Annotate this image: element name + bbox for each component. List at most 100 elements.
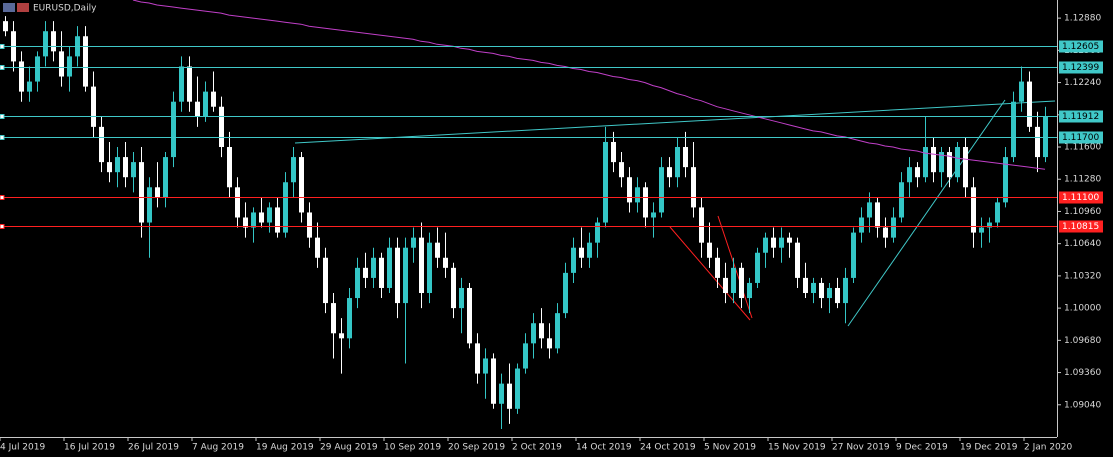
candle-body	[803, 277, 808, 294]
candle-body	[331, 303, 336, 334]
candle-body	[3, 21, 8, 32]
candle-body	[643, 187, 648, 218]
candle-body	[827, 287, 832, 299]
candle-body	[379, 257, 384, 288]
candle-body	[907, 167, 912, 183]
candle-body	[835, 287, 840, 304]
candle-body	[771, 237, 776, 248]
candle-body	[611, 141, 616, 163]
x-tick-label: 4 Jul 2019	[0, 443, 45, 453]
candle-body	[51, 31, 56, 52]
candle-body	[635, 187, 640, 203]
y-tick-label: 1.12240	[1064, 78, 1101, 88]
candle-body	[699, 207, 704, 243]
candle-body	[691, 167, 696, 208]
candle-body	[683, 147, 688, 168]
moving-average	[132, 0, 1046, 170]
candle-body	[931, 147, 936, 173]
candle-body	[755, 252, 760, 283]
x-tick-label: 2 Oct 2019	[512, 443, 562, 453]
y-tick-label: 1.10960	[1064, 207, 1101, 217]
candle-body	[147, 187, 152, 223]
candle-body	[675, 147, 680, 178]
candle-body	[595, 222, 600, 243]
x-tick-label: 19 Dec 2019	[960, 443, 1018, 453]
candle-body	[91, 86, 96, 127]
candle-body	[795, 242, 800, 278]
level-marker	[0, 195, 5, 200]
candle-body	[627, 177, 632, 203]
x-tick-label: 5 Nov 2019	[704, 443, 756, 453]
candle-body	[507, 383, 512, 409]
candle-body	[307, 212, 312, 238]
candle-body	[819, 282, 824, 299]
candle-body	[563, 272, 568, 314]
candle-body	[355, 267, 360, 299]
candle-body	[275, 207, 280, 233]
candle-body	[1003, 157, 1008, 203]
level-label-box	[1059, 191, 1103, 204]
candle-body	[859, 217, 864, 233]
candle-body	[1035, 126, 1040, 158]
candle-body	[139, 162, 144, 223]
candle-body	[43, 31, 48, 57]
symbol-icon	[17, 3, 29, 12]
candle-body	[547, 338, 552, 349]
y-tick-label: 1.10640	[1064, 239, 1101, 249]
trend-line	[669, 226, 751, 321]
candle-body	[995, 202, 1000, 223]
candle-body	[883, 227, 888, 238]
candle-body	[299, 157, 304, 213]
candle-body	[1043, 116, 1048, 158]
candle-body	[707, 242, 712, 258]
candle-body	[899, 182, 904, 218]
candle-body	[915, 167, 920, 178]
candle-body	[19, 61, 24, 92]
candle-body	[347, 298, 352, 339]
level-label-box	[1059, 131, 1103, 144]
candle-body	[947, 152, 952, 178]
candle-body	[499, 383, 504, 404]
candle-body	[939, 152, 944, 173]
candle-body	[467, 287, 472, 344]
y-tick-label: 1.11600	[1064, 143, 1101, 153]
candle-body	[963, 147, 968, 188]
y-tick-label: 1.11280	[1064, 175, 1101, 185]
candle-body	[419, 237, 424, 294]
level-label: 1.10815	[1062, 222, 1099, 232]
trend-line	[294, 100, 1056, 144]
level-label: 1.11100	[1062, 193, 1099, 203]
candle-body	[427, 242, 432, 294]
y-tick-label: 1.09040	[1064, 400, 1101, 410]
candle-body	[667, 167, 672, 178]
x-tick-label: 10 Sep 2019	[384, 443, 441, 453]
candle-body	[579, 247, 584, 258]
candle-body	[619, 162, 624, 178]
candle-body	[491, 358, 496, 404]
candle-body	[475, 343, 480, 374]
y-tick-label: 1.09680	[1064, 336, 1101, 346]
level-label: 1.12605	[1062, 42, 1099, 52]
candle-body	[323, 257, 328, 304]
candle-body	[483, 358, 488, 374]
candle-body	[395, 247, 400, 304]
candle-body	[555, 313, 560, 349]
x-tick-label: 16 Jul 2019	[64, 443, 115, 453]
candle-body	[403, 247, 408, 304]
candle-body	[67, 56, 72, 77]
candle-body	[723, 277, 728, 294]
candle-body	[443, 257, 448, 268]
trend-line	[717, 215, 753, 319]
y-tick-label: 1.12880	[1064, 14, 1101, 24]
candle-body	[291, 157, 296, 183]
level-label-box	[1059, 61, 1103, 74]
candle-body	[387, 247, 392, 288]
x-tick-label: 26 Jul 2019	[128, 443, 179, 453]
level-label: 1.11700	[1062, 133, 1099, 143]
level-label-box	[1059, 110, 1103, 123]
candle-body	[315, 237, 320, 258]
candle-body	[539, 323, 544, 339]
candle-body	[371, 257, 376, 278]
candle-body	[515, 368, 520, 409]
